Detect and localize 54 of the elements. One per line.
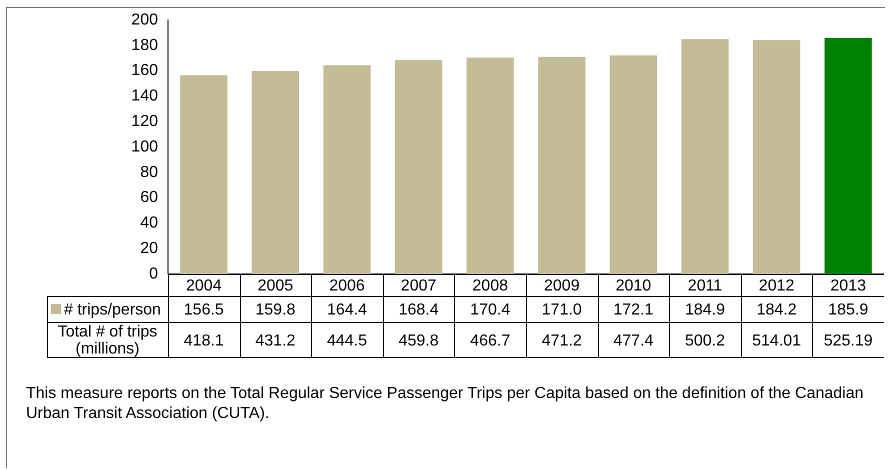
bar bbox=[610, 55, 658, 274]
y-tick-label: 20 bbox=[140, 240, 158, 258]
text: This measure reports on the Total Regular Service Passenger Trips per Capita based on the definition of the Canadian Urban Transit Association (CUTA). bbox=[26, 384, 865, 424]
data-label: 184.9 bbox=[684, 301, 726, 318]
data-label: 168.4 bbox=[398, 301, 439, 318]
bar bbox=[394, 60, 442, 274]
x-tick-label: 2005 bbox=[258, 277, 294, 294]
x-tick-label: 2009 bbox=[544, 277, 580, 294]
bar bbox=[681, 39, 729, 274]
text: 466.7 bbox=[470, 332, 510, 350]
x-tick-label: 2010 bbox=[616, 277, 652, 294]
y-tick-label: 200 bbox=[131, 11, 158, 28]
data-label: 156.5 bbox=[184, 301, 224, 318]
x-tick-label: 2008 bbox=[472, 277, 508, 294]
text: 525.19 bbox=[824, 332, 873, 350]
data-label: 185.9 bbox=[828, 301, 868, 318]
bar bbox=[824, 38, 872, 274]
text: 418.1 bbox=[184, 332, 224, 350]
y-tick-label: 0 bbox=[149, 265, 158, 282]
text: 444.5 bbox=[326, 332, 368, 350]
text: 514.01 bbox=[752, 332, 802, 350]
bar bbox=[752, 40, 800, 274]
text: 459.8 bbox=[398, 332, 439, 350]
x-tick-label: 2013 bbox=[830, 277, 866, 294]
y-tick-label: 80 bbox=[140, 164, 158, 181]
text: 431.2 bbox=[255, 332, 296, 350]
y-tick-label: 100 bbox=[131, 138, 158, 156]
legend-label: # trips/person bbox=[64, 301, 161, 318]
y-tick-label: 140 bbox=[131, 88, 158, 105]
text: 500.2 bbox=[684, 332, 726, 350]
x-tick-label: 2011 bbox=[688, 277, 722, 294]
bar bbox=[323, 65, 371, 274]
x-tick-label: 2007 bbox=[400, 277, 436, 294]
y-tick-label: 120 bbox=[131, 113, 158, 130]
bar bbox=[466, 58, 514, 274]
data-label: 170.4 bbox=[470, 301, 510, 318]
text: 477.4 bbox=[613, 332, 654, 350]
y-tick-label: 40 bbox=[140, 214, 158, 232]
data-label: 184.2 bbox=[756, 301, 797, 318]
data-label: 164.4 bbox=[326, 301, 368, 318]
bar bbox=[252, 71, 300, 274]
bar bbox=[538, 56, 586, 274]
data-label: 171.0 bbox=[542, 301, 582, 318]
x-tick-label: 2012 bbox=[758, 277, 794, 294]
y-tick-label: 60 bbox=[140, 189, 158, 206]
x-tick-label: 2006 bbox=[329, 277, 365, 294]
text: 471.2 bbox=[542, 332, 582, 350]
y-tick-label: 160 bbox=[131, 62, 158, 80]
x-tick-label: 2004 bbox=[186, 277, 222, 294]
legend-label: Total # of trips (millions) bbox=[58, 323, 158, 358]
y-tick-label: 180 bbox=[131, 36, 158, 54]
data-label: 159.8 bbox=[255, 301, 296, 318]
data-label: 172.1 bbox=[613, 301, 654, 318]
bar bbox=[180, 75, 228, 274]
